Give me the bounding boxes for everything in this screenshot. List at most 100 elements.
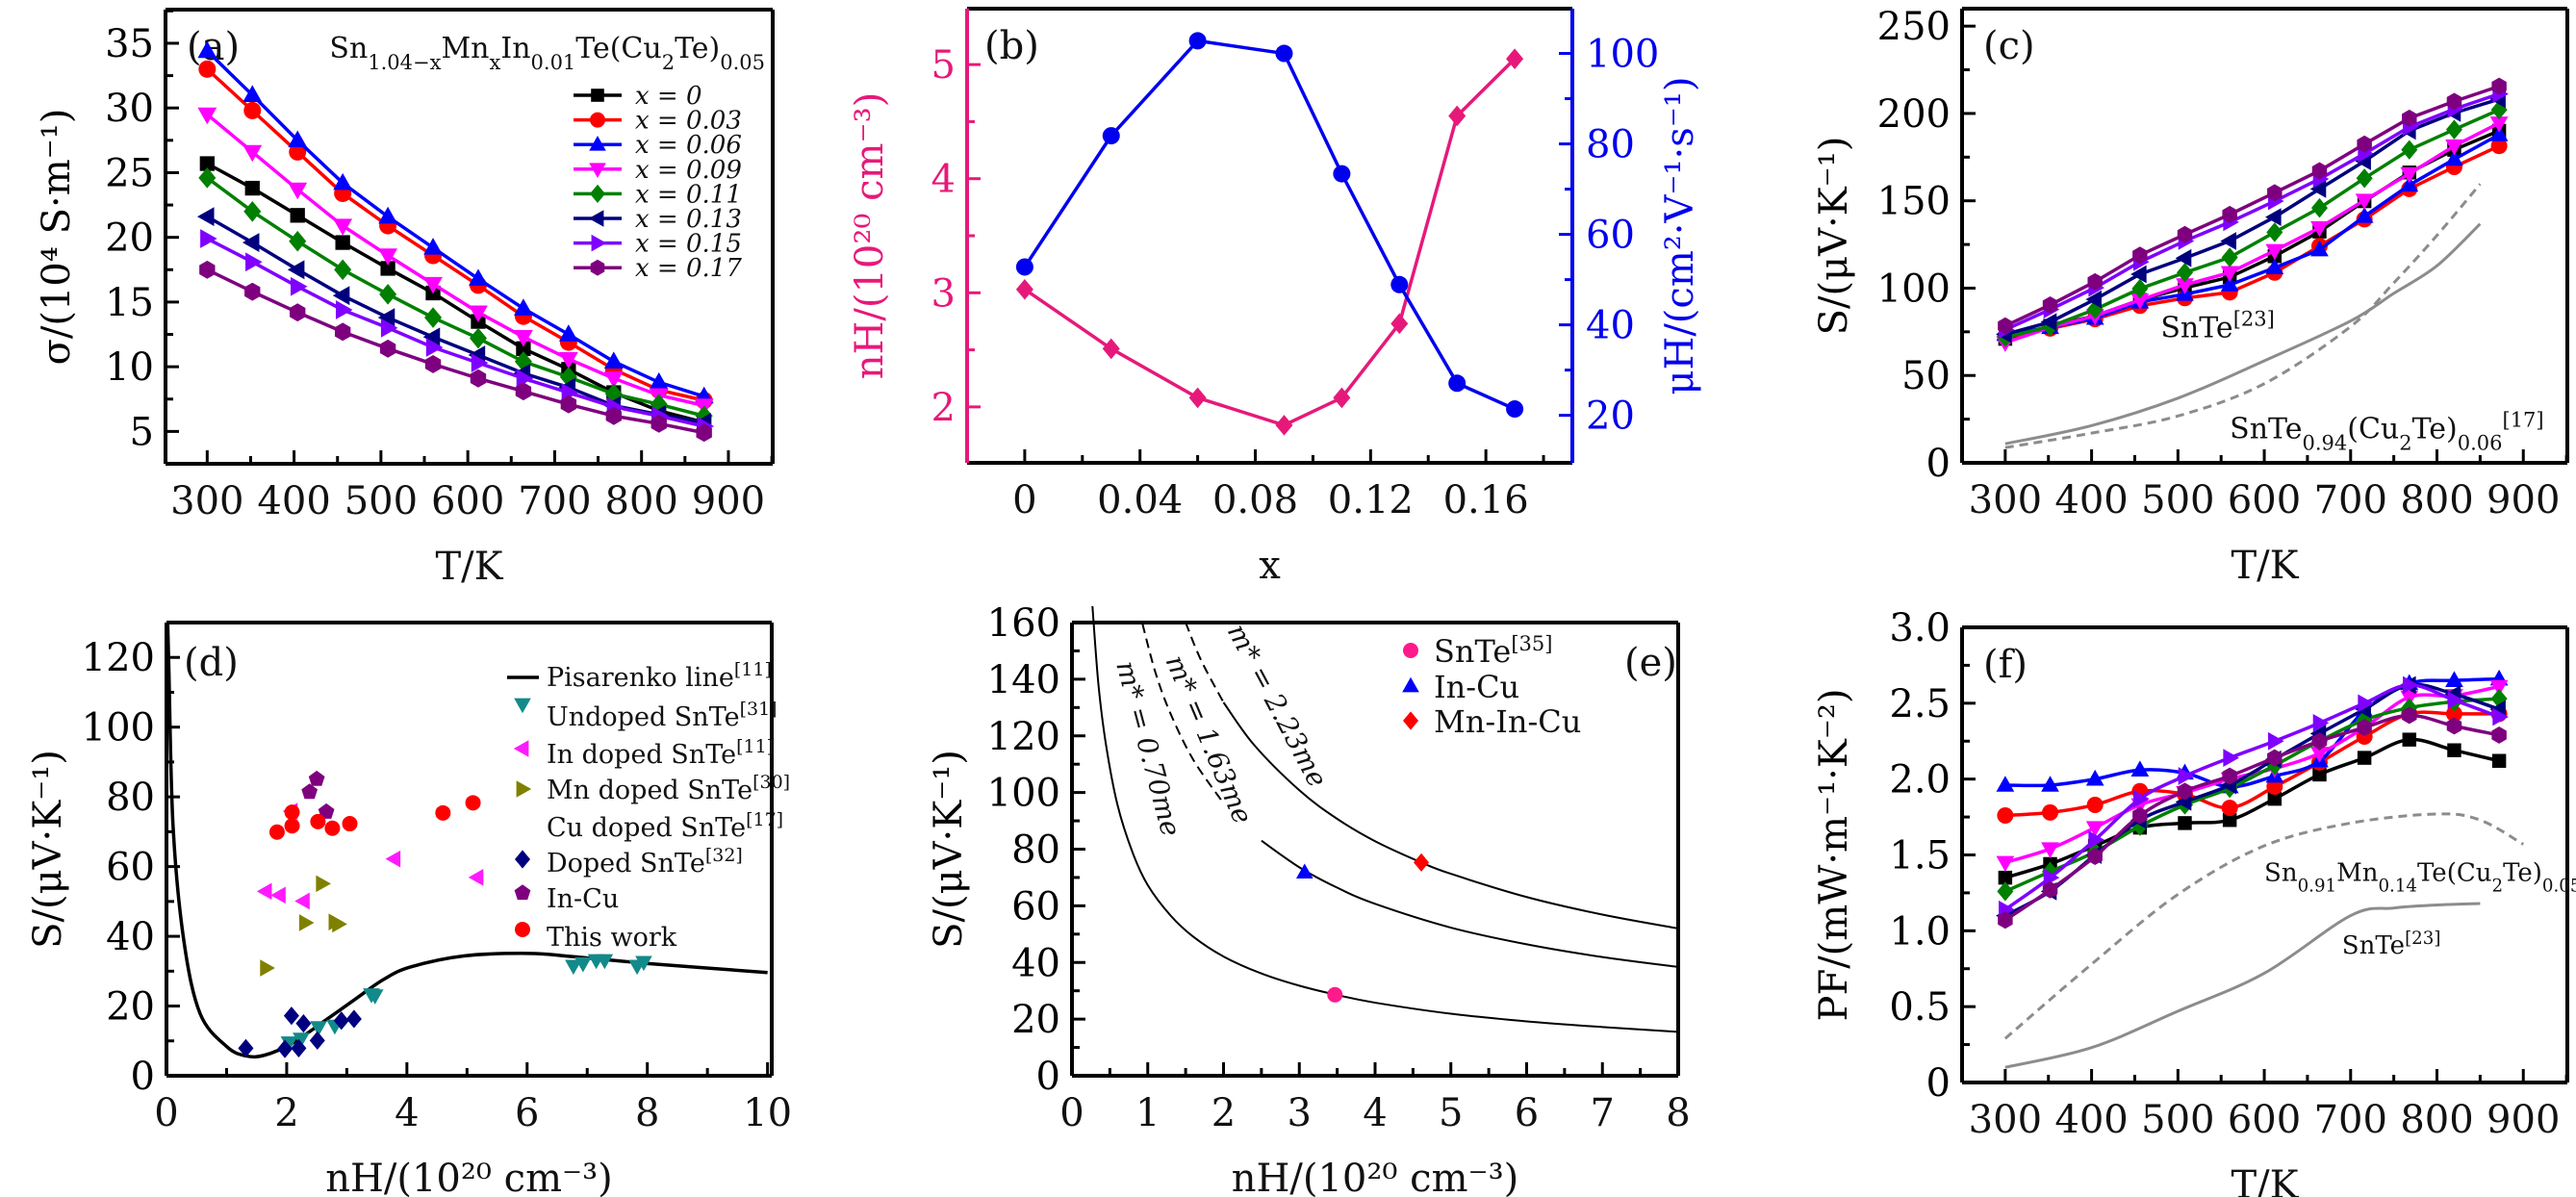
legend-item: Undoped SnTe[31] <box>514 698 778 732</box>
data-point <box>377 308 395 327</box>
x-tick-label: 8 <box>1666 1091 1690 1135</box>
data-point <box>2177 782 2193 801</box>
data-point <box>335 300 353 319</box>
data-point <box>197 107 217 125</box>
data-point <box>332 286 350 306</box>
data-point <box>2221 800 2238 817</box>
y-tick-label: 20 <box>105 216 154 261</box>
data-point <box>2042 880 2058 899</box>
data-point <box>335 235 350 250</box>
annotation-ref: [23] <box>2233 307 2275 330</box>
annotation-part: 0.14 <box>2378 876 2417 896</box>
data-point <box>318 802 335 819</box>
data-point <box>560 395 577 414</box>
legend-marker <box>516 780 532 798</box>
data-point <box>301 783 319 800</box>
x-axis-title: x <box>1259 544 1281 588</box>
effective-mass-curve-dashed <box>1141 623 1225 804</box>
annotation-part: SnTe <box>2230 413 2302 446</box>
legend-item: Mn doped SnTe[30] <box>516 772 790 805</box>
data-point <box>2490 99 2508 120</box>
y-tick-label: 5 <box>130 410 154 454</box>
annotation-part: 0.06 <box>2458 432 2503 455</box>
panel-label: (e) <box>1624 641 1677 685</box>
data-point <box>2177 263 2194 283</box>
legend-marker <box>513 740 529 757</box>
data-point <box>333 172 353 191</box>
x-tick-label: 0.12 <box>1328 478 1414 522</box>
x-tick-label: 900 <box>2487 478 2560 522</box>
y-tick-label: 35 <box>105 22 154 66</box>
data-point <box>2489 679 2509 697</box>
data-point <box>423 276 443 294</box>
x-tick-label: 600 <box>2228 1098 2301 1142</box>
x-tick-label: 300 <box>1969 1098 2042 1142</box>
data-point <box>332 915 347 933</box>
title-part: Te) <box>675 32 720 65</box>
title-part: Sn <box>329 32 368 65</box>
title-subscript: 2 <box>662 51 675 74</box>
annotation-part: 2 <box>2399 432 2411 455</box>
data-point <box>574 956 592 973</box>
legend-marker <box>590 259 605 276</box>
data-point <box>298 914 315 931</box>
panel-b: 0 0.04 0.08 0.12 0.16 2 3 4 5 (b) x nH/(10²⁰ cm⁻³) 2… <box>848 7 1702 588</box>
data-point <box>471 353 489 373</box>
data-point <box>1275 44 1293 63</box>
data-point <box>289 230 307 252</box>
data-point <box>2130 293 2150 310</box>
data-point <box>1506 400 1524 419</box>
data-point <box>2131 278 2149 299</box>
legend-label: x = 0.09 <box>635 156 742 185</box>
legend-marker <box>1403 711 1418 730</box>
title-subscript: x <box>490 51 501 74</box>
x-axis-title: nH/(10²⁰ cm⁻³) <box>325 1157 613 1197</box>
data-point <box>289 142 307 161</box>
data-point <box>268 824 285 840</box>
reference-curve <box>2004 222 2482 446</box>
data-point <box>2312 767 2327 782</box>
legend-ref: [31] <box>740 699 778 720</box>
y-right-axis-title: μH/(cm²·V⁻¹·s⁻¹) <box>1658 76 1702 395</box>
series-line <box>2004 133 2500 337</box>
legend-label: Mn-In-Cu <box>1434 703 1581 740</box>
data-point <box>243 200 262 222</box>
series-line <box>1023 38 1516 411</box>
annotation-ref: [17] <box>2503 409 2544 432</box>
x-tick-label: 800 <box>2400 478 2473 522</box>
y-tick-label: 1.0 <box>1889 909 1951 954</box>
legend-label: Pisarenko line[11] <box>547 659 772 693</box>
reference-curve <box>2003 812 2524 1040</box>
annotation: SnTe0.94(Cu2Te)0.06[17] <box>2230 409 2543 455</box>
data-point <box>2222 205 2237 223</box>
data-point <box>2267 749 2283 767</box>
data-point <box>605 406 622 425</box>
x-tick-label: 800 <box>605 479 678 523</box>
data-point <box>2177 225 2193 243</box>
legend-item: x = 0.09 <box>574 156 742 185</box>
data-point <box>2085 769 2104 786</box>
data-point <box>324 820 341 836</box>
legend-item: x = 0.13 <box>574 205 742 234</box>
data-point <box>514 298 533 316</box>
title-part: In <box>500 32 530 65</box>
data-point <box>516 341 531 356</box>
data-point <box>1327 986 1343 1003</box>
data-point <box>2401 140 2418 160</box>
data-point <box>1998 870 2013 885</box>
x-tick-label: 1 <box>1135 1091 1160 1135</box>
data-point <box>295 1014 312 1033</box>
data-point <box>1295 863 1314 879</box>
x-tick-label: 700 <box>2314 1098 2387 1142</box>
data-point <box>2400 175 2419 192</box>
data-point <box>2088 830 2104 850</box>
data-point <box>515 382 532 401</box>
y-tick-label: 40 <box>1011 941 1060 985</box>
data-point <box>1015 278 1033 300</box>
annotation-part: (Cu <box>2347 413 2399 446</box>
series-Undoped-SnTe-31- <box>280 954 652 1052</box>
legend-label-text: In-Cu <box>547 884 619 914</box>
data-point <box>469 305 488 323</box>
data-point <box>294 892 310 910</box>
data-point <box>334 322 351 342</box>
